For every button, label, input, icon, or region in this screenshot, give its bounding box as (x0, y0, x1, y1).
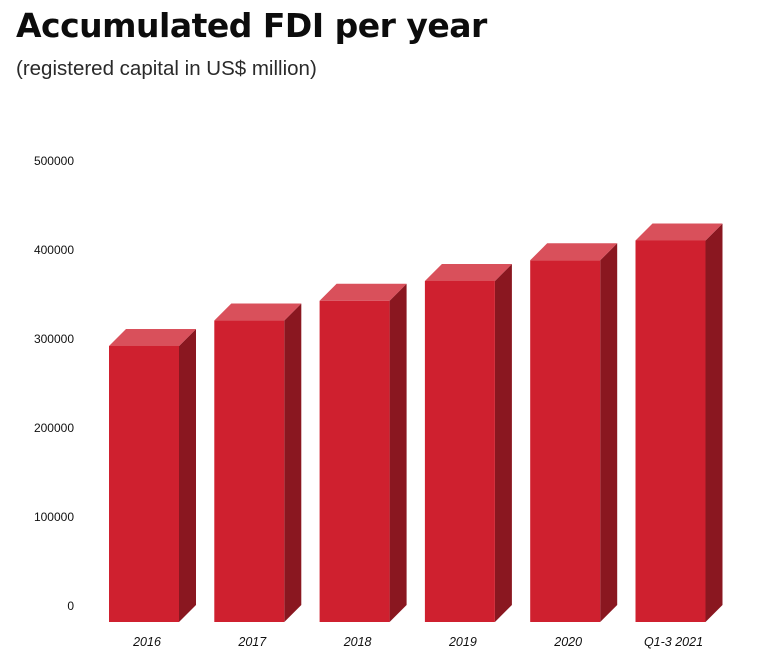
x-tick-label: Q1-3 2021 (644, 635, 703, 649)
y-tick-label: 200000 (34, 421, 74, 435)
bar-front-face (319, 300, 390, 622)
bar-front-face (530, 260, 601, 622)
bar-top-face (319, 283, 407, 301)
bar-front-face (635, 240, 706, 623)
bar-top-face (424, 263, 512, 281)
y-tick-label: 400000 (34, 243, 74, 257)
bar-side-face (179, 328, 196, 622)
bar-top-face (214, 303, 302, 321)
bar-side-face (284, 303, 302, 622)
bar-side-face (494, 263, 512, 622)
chart-subtitle: (registered capital in US$ million) (16, 57, 317, 80)
y-axis: 0 100000 200000 300000 400000 500000 (34, 154, 74, 613)
bar-front-face (109, 345, 179, 622)
bar (319, 283, 407, 622)
bar (530, 243, 618, 622)
bar (424, 263, 512, 622)
x-axis: 2016 2017 2018 2019 2020 Q1-3 2021 (132, 635, 703, 649)
chart-title: Accumulated FDI per year (16, 6, 487, 45)
x-tick-label: 2019 (448, 635, 477, 649)
y-tick-label: 100000 (34, 510, 74, 524)
y-tick-label: 300000 (34, 332, 74, 346)
bar-top-face (109, 328, 196, 346)
y-tick-label: 0 (67, 599, 74, 613)
x-tick-label: 2020 (553, 635, 582, 649)
x-tick-label: 2018 (343, 635, 372, 649)
x-tick-label: 2017 (237, 635, 267, 649)
bar-series (109, 223, 723, 623)
bar-top-face (635, 223, 723, 241)
bar (635, 223, 723, 623)
bar (214, 303, 302, 622)
bar-side-face (705, 223, 723, 623)
bar-side-face (389, 283, 407, 622)
bar-front-face (424, 280, 495, 622)
bar-front-face (214, 320, 285, 622)
y-tick-label: 500000 (34, 154, 74, 168)
x-tick-label: 2016 (132, 635, 161, 649)
bar (109, 328, 196, 622)
bar-top-face (530, 243, 618, 261)
bar-side-face (600, 243, 618, 622)
